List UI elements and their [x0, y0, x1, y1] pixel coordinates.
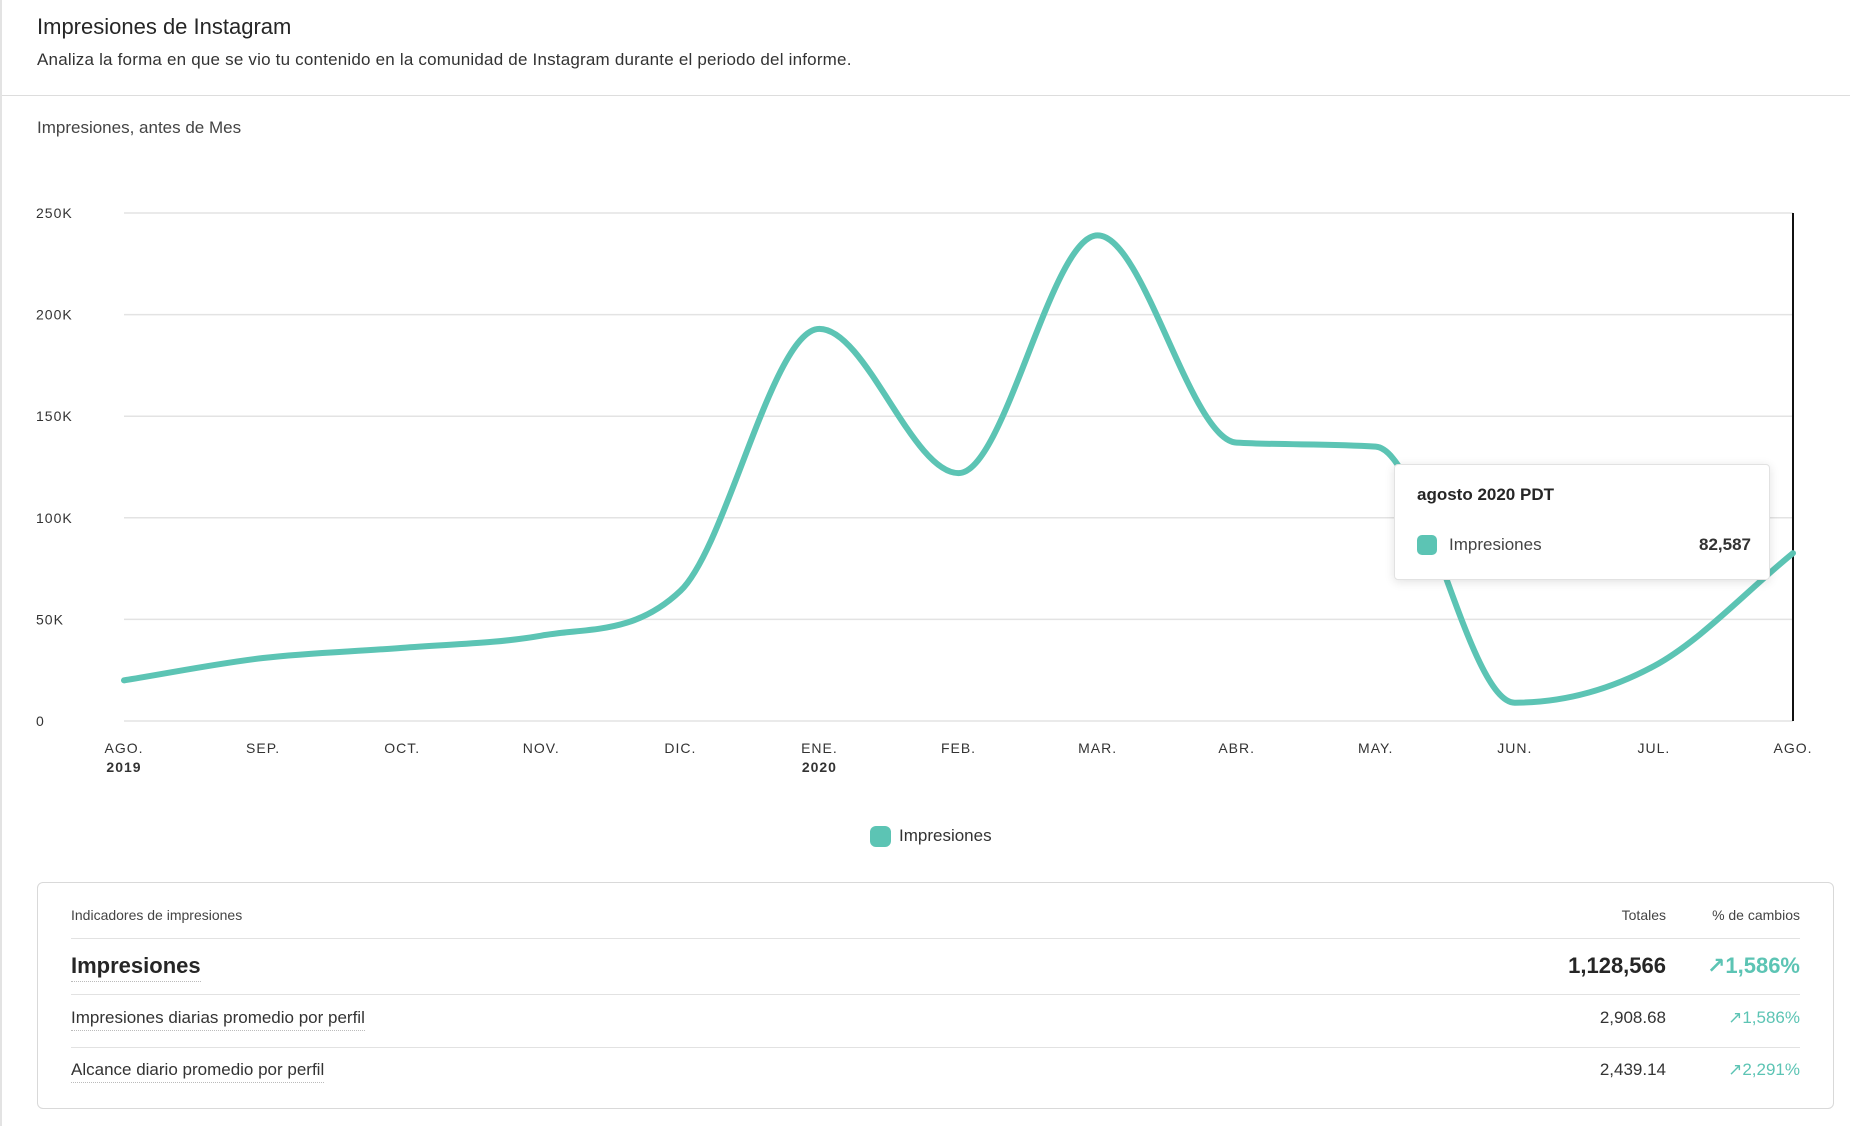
x-tick-label: SEP. [246, 740, 280, 756]
x-tick-label: NOV. [523, 740, 560, 756]
row-divider [71, 938, 1800, 939]
indicator-label[interactable]: Impresiones diarias promedio por perfil [71, 1008, 365, 1031]
indicators-panel: Indicadores de impresiones Totales % de … [37, 882, 1834, 1109]
x-tick-label: AGO. [1773, 740, 1812, 756]
chart-label: Impresiones, antes de Mes [37, 118, 242, 137]
indicator-label[interactable]: Alcance diario promedio por perfil [71, 1060, 325, 1083]
tooltip-swatch [1417, 535, 1437, 555]
page-subtitle: Analiza la forma en que se vio tu conten… [37, 50, 852, 69]
y-tick-label: 200K [36, 307, 73, 323]
indicator-label[interactable]: Impresiones [71, 953, 201, 982]
indicator-change: ↗2,291% [1728, 1060, 1800, 1080]
indicator-row-daily-reach: Alcance diario promedio por perfil 2,439… [71, 1060, 1800, 1090]
impressions-chart[interactable]: 0 50K 100K 150K 200K 250K AGO. 2019 SEP. OCT. NOV.… [0, 0, 1850, 800]
y-tick-label: 150K [36, 408, 73, 424]
indicator-change: ↗1,586% [1728, 1008, 1800, 1028]
indicators-heading: Indicadores de impresiones [71, 907, 243, 923]
trend-up-icon: ↗ [1728, 1060, 1743, 1079]
x-tick-label: MAR. [1078, 740, 1117, 756]
chart-tooltip: agosto 2020 PDT Impresiones 82,587 [1394, 464, 1770, 580]
x-tick-year: 2019 [106, 759, 141, 775]
indicator-change-value: 2,291% [1742, 1060, 1800, 1079]
row-divider [71, 994, 1800, 995]
legend-swatch [870, 825, 891, 847]
x-tick-label: JUN. [1497, 740, 1532, 756]
indicator-change-value: 1,586% [1725, 953, 1800, 978]
indicator-total: 2,439.14 [1599, 1060, 1666, 1079]
x-tick-label: FEB. [941, 740, 976, 756]
column-totals: Totales [1621, 907, 1666, 923]
tooltip-title: agosto 2020 PDT [1417, 485, 1554, 504]
x-tick-label: MAY. [1358, 740, 1393, 756]
indicators-header: Indicadores de impresiones Totales % de … [71, 907, 1800, 931]
y-tick-label: 250K [36, 205, 73, 221]
chart-legend[interactable]: Impresiones [870, 824, 992, 848]
x-tick-label: DIC. [664, 740, 696, 756]
header: Impresiones de Instagram Analiza la form… [37, 14, 1850, 70]
tooltip-series-name: Impresiones [1449, 535, 1542, 554]
y-tick-label: 0 [36, 713, 45, 729]
x-tick-label: AGO. [104, 740, 143, 756]
indicator-total: 2,908.68 [1599, 1008, 1666, 1027]
y-tick-label: 50K [36, 611, 64, 627]
indicator-change: ↗1,586% [1707, 953, 1800, 979]
y-tick-label: 100K [36, 510, 73, 526]
row-divider [71, 1047, 1800, 1048]
indicator-total: 1,128,566 [1568, 953, 1666, 978]
indicator-change-value: 1,586% [1742, 1008, 1800, 1027]
tooltip-value: 82,587 [1699, 535, 1751, 554]
column-change: % de cambios [1712, 907, 1800, 923]
x-tick-label: OCT. [384, 740, 420, 756]
x-tick-year: 2020 [802, 759, 837, 775]
x-tick-label: ENE. [801, 740, 838, 756]
trend-up-icon: ↗ [1706, 953, 1726, 978]
x-tick-label: ABR. [1218, 740, 1255, 756]
series-line-impresiones [121, 232, 1796, 706]
trend-up-icon: ↗ [1728, 1008, 1743, 1027]
page-title: Impresiones de Instagram [37, 14, 292, 39]
header-divider [2, 95, 1850, 96]
indicator-row-daily-impressions: Impresiones diarias promedio por perfil … [71, 1008, 1800, 1038]
x-tick-label: JUL. [1638, 740, 1671, 756]
legend-label: Impresiones [899, 826, 992, 845]
left-border [0, 0, 2, 1126]
indicator-row-impressions: Impresiones 1,128,566 ↗1,586% [71, 953, 1800, 983]
